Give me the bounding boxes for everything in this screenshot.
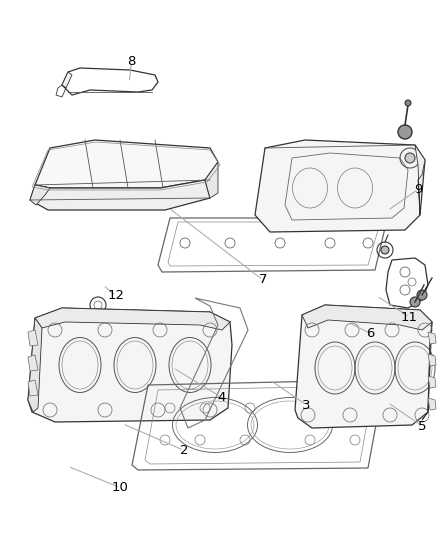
Circle shape — [398, 125, 412, 139]
Polygon shape — [255, 140, 425, 232]
Polygon shape — [28, 318, 42, 412]
Polygon shape — [205, 162, 218, 198]
Text: 7: 7 — [258, 273, 267, 286]
Text: 5: 5 — [418, 420, 427, 433]
Text: 4: 4 — [217, 391, 226, 403]
Polygon shape — [28, 380, 38, 396]
Polygon shape — [422, 322, 432, 420]
Polygon shape — [428, 376, 436, 388]
Polygon shape — [428, 354, 436, 366]
Text: 10: 10 — [112, 481, 129, 494]
Text: 8: 8 — [127, 55, 136, 68]
Circle shape — [381, 246, 389, 254]
Text: 12: 12 — [108, 289, 124, 302]
Polygon shape — [30, 185, 50, 205]
Text: 9: 9 — [414, 183, 423, 196]
Text: 6: 6 — [366, 327, 374, 340]
Polygon shape — [415, 145, 425, 215]
Circle shape — [410, 297, 420, 307]
Polygon shape — [35, 308, 230, 330]
Polygon shape — [62, 72, 72, 88]
Polygon shape — [35, 140, 218, 188]
Polygon shape — [28, 308, 232, 422]
Polygon shape — [428, 398, 436, 410]
Polygon shape — [295, 305, 432, 428]
Text: 11: 11 — [401, 311, 418, 324]
Polygon shape — [28, 330, 38, 346]
Circle shape — [417, 290, 427, 300]
Polygon shape — [302, 305, 432, 330]
Circle shape — [405, 153, 415, 163]
Polygon shape — [28, 355, 38, 371]
Polygon shape — [428, 332, 436, 344]
Polygon shape — [30, 180, 210, 210]
Circle shape — [405, 100, 411, 106]
Text: 3: 3 — [302, 399, 311, 411]
Text: 2: 2 — [180, 444, 188, 457]
